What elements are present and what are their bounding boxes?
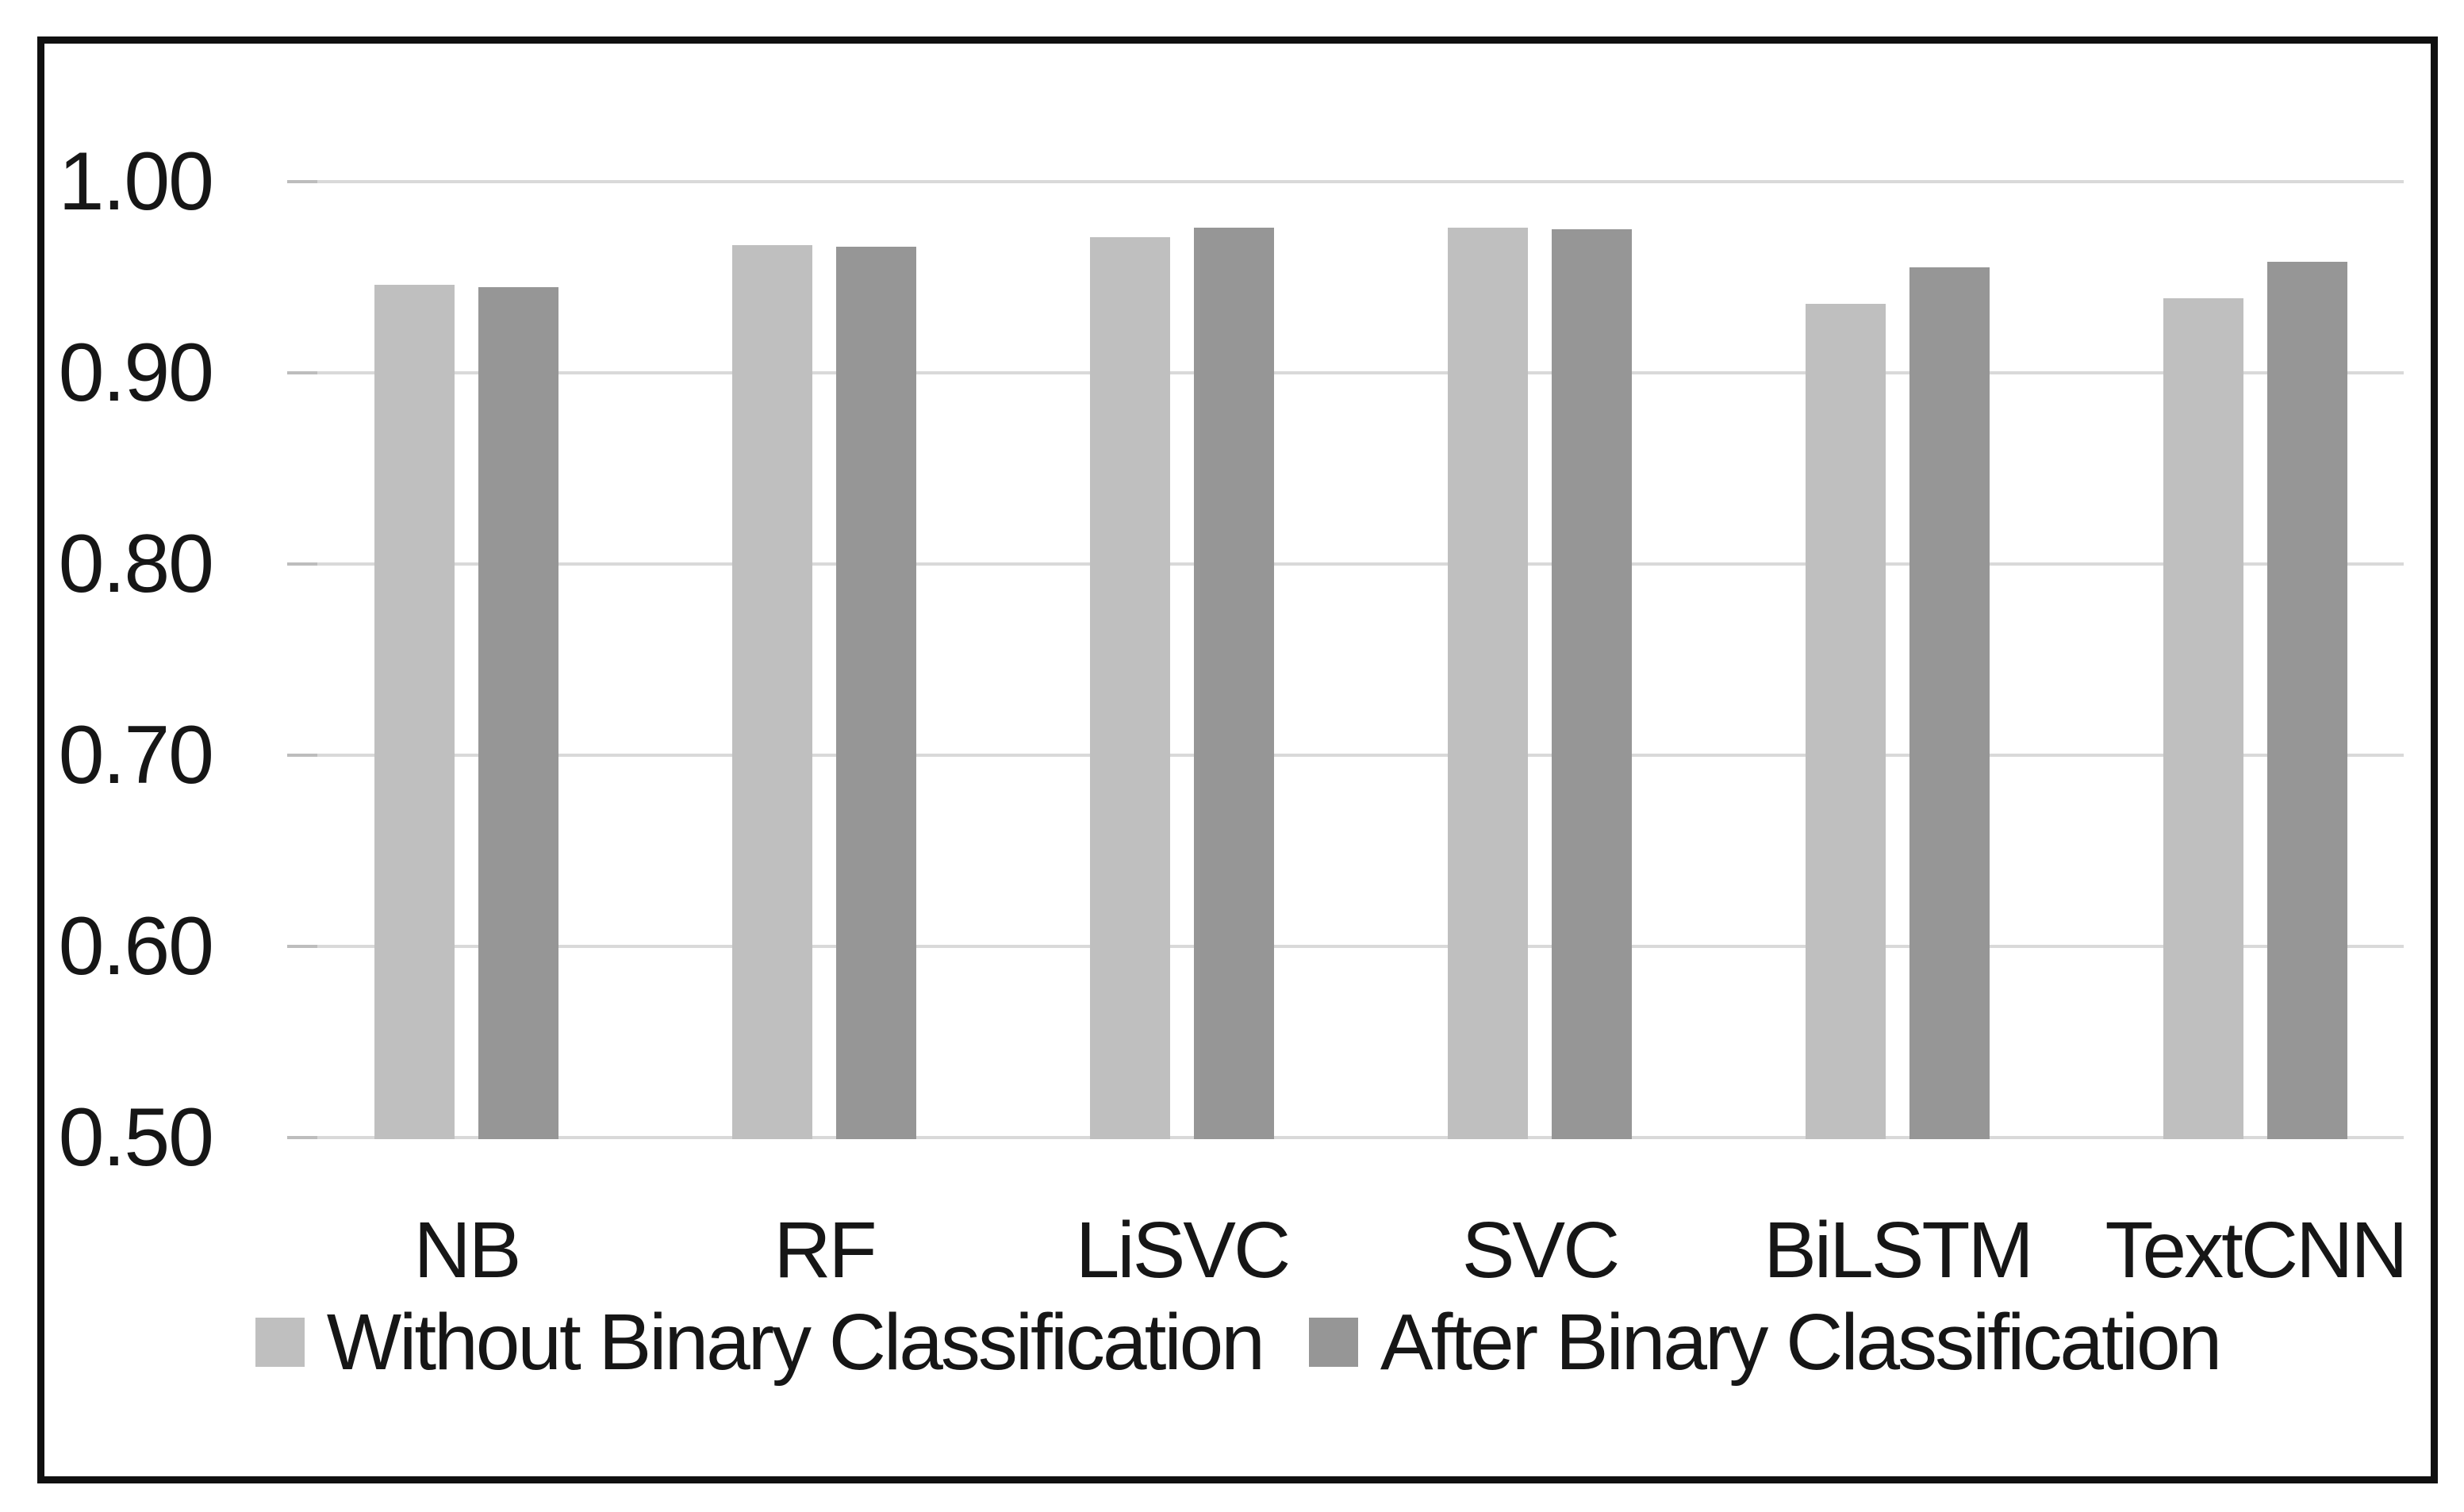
bar-textcnn-after [2267,262,2347,1139]
bar-textcnn-without [2163,298,2243,1139]
y-grid-tick [287,180,317,183]
gridlines-layer [44,44,2431,1476]
bar-bilstm-after [1909,267,1990,1139]
y-gridline [317,754,2404,757]
x-axis-category-label: SVC [1461,1206,1621,1295]
legend-swatch-after-icon [1308,1318,1358,1367]
y-gridline [317,180,2404,183]
legend-label-without: Without Binary Classification [326,1298,1265,1387]
y-gridline [317,1136,2404,1139]
y-axis-tick-label: 0.70 [58,709,214,801]
bar-rf-after [836,247,916,1139]
y-gridline [317,562,2404,566]
bar-nb-without [374,285,455,1139]
y-grid-tick [287,1136,317,1139]
x-axis-category-labels: NB RF LiSVC SVC BiLSTM TextCNN [44,44,2431,1476]
chart-frame: 1.00 0.90 0.80 0.70 0.60 0.50 NB RF LiSVC SVC BiL… [37,36,2438,1483]
bar-svc-after [1552,229,1632,1139]
x-axis-category-label: RF [773,1206,877,1295]
x-axis-category-label: NB [413,1206,522,1295]
y-gridline [317,371,2404,374]
bar-plot-area [44,44,2431,1476]
legend-item-without-binary-classification: Without Binary Classification [255,1298,1265,1387]
x-axis-category-label: BiLSTM [1764,1206,2034,1295]
bar-rf-without [732,245,812,1139]
y-axis-tick-label: 0.80 [58,518,214,610]
legend: Without Binary Classification After Bina… [44,1299,2431,1386]
y-gridline [317,945,2404,948]
y-axis-tick-label: 1.00 [58,136,214,228]
y-grid-tick [287,754,317,757]
bar-lisvc-without [1090,237,1170,1139]
x-axis-category-label: TextCNN [2105,1206,2408,1295]
y-axis-tick-labels: 1.00 0.90 0.80 0.70 0.60 0.50 [44,44,2431,1476]
y-axis-tick-label: 0.50 [58,1092,214,1184]
x-axis-category-label: LiSVC [1075,1206,1291,1295]
legend-label-after: After Binary Classification [1380,1298,2222,1387]
y-grid-tick [287,371,317,374]
legend-item-after-binary-classification: After Binary Classification [1308,1298,2222,1387]
y-axis-tick-label: 0.60 [58,900,214,992]
bar-svc-without [1448,228,1528,1139]
y-grid-tick [287,562,317,566]
y-axis-tick-label: 0.90 [58,327,214,419]
y-grid-tick [287,945,317,948]
legend-swatch-without-icon [255,1318,305,1367]
bar-bilstm-without [1806,304,1886,1139]
bar-nb-after [478,287,558,1139]
bar-lisvc-after [1194,228,1274,1139]
